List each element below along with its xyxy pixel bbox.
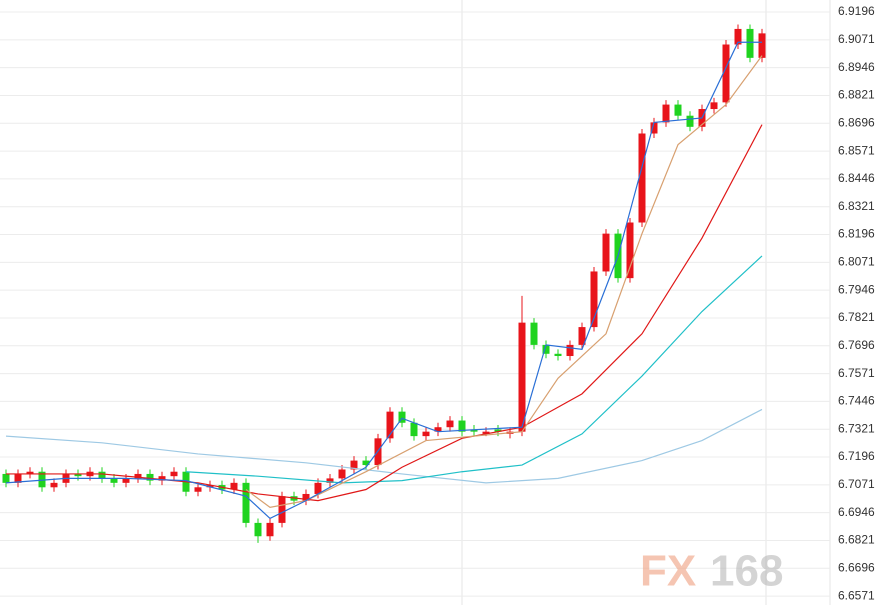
candle-body (278, 496, 286, 523)
candle-body (518, 322, 526, 432)
moving-average (245, 55, 763, 508)
candle-body (590, 271, 598, 328)
candle-body (146, 473, 154, 481)
y-tick-label: 6.9071 (838, 32, 875, 46)
candle-body (650, 122, 658, 134)
candle-body (386, 411, 394, 439)
y-tick-label: 6.7071 (838, 477, 875, 491)
candle-body (578, 327, 586, 345)
candle-body (134, 473, 142, 479)
y-tick-label: 6.8321 (838, 199, 875, 213)
candle-body (566, 344, 574, 357)
candle-body (686, 115, 694, 127)
candle-body (338, 469, 346, 479)
y-tick-label: 6.7446 (838, 394, 875, 408)
candle-body (14, 473, 22, 483)
watermark-right: 168 (710, 547, 783, 596)
y-tick-label: 6.7321 (838, 421, 875, 435)
candle-body (2, 473, 10, 483)
candle-body (350, 460, 358, 470)
candle-body (626, 222, 634, 279)
candle-body (542, 344, 550, 354)
candle-body (602, 233, 610, 272)
watermark-left: FX (640, 547, 696, 596)
candle-body (74, 473, 82, 477)
candle-body (662, 104, 670, 123)
candle-body (494, 429, 502, 432)
candle-body (674, 104, 682, 116)
y-tick-label: 6.7196 (838, 449, 875, 463)
candle-body (446, 420, 454, 428)
y-tick-label: 6.6821 (838, 533, 875, 547)
candle-body (230, 482, 238, 490)
watermark: FX 168 (640, 547, 783, 596)
candle-body (254, 522, 262, 537)
moving-average (5, 408, 763, 484)
candle-body (242, 482, 250, 523)
candle-body (530, 322, 538, 345)
y-tick-label: 6.8571 (838, 143, 875, 157)
y-tick-label: 6.6946 (838, 505, 875, 519)
y-tick-label: 6.6571 (838, 588, 875, 602)
candle-body (422, 431, 430, 437)
candle-body (410, 422, 418, 437)
candle-body (758, 33, 766, 58)
candle-body (734, 28, 742, 45)
candle-body (722, 44, 730, 103)
candle-body (98, 471, 106, 479)
candle-body (362, 460, 370, 466)
candle-body (194, 487, 202, 492)
candle-body (746, 28, 754, 58)
candle-body (314, 482, 322, 494)
candle-body (326, 478, 334, 483)
candle-body (710, 102, 718, 110)
candle-body (266, 522, 274, 537)
candle-body (110, 478, 118, 483)
candle-body (26, 471, 34, 474)
y-tick-label: 6.9196 (838, 4, 875, 18)
y-tick-label: 6.7946 (838, 282, 875, 296)
candle-body (638, 133, 646, 223)
candle-body (206, 485, 214, 488)
candle-body (302, 493, 310, 501)
y-tick-label: 6.8196 (838, 227, 875, 241)
y-tick-label: 6.8071 (838, 255, 875, 269)
candle-body (458, 420, 466, 432)
y-tick-label: 6.7571 (838, 366, 875, 380)
moving-average (6, 124, 763, 502)
y-tick-label: 6.8946 (838, 60, 875, 74)
candle-body (482, 431, 490, 434)
moving-average (5, 41, 762, 520)
candle-body (554, 353, 562, 357)
y-tick-label: 6.8446 (838, 171, 875, 185)
candle-body (398, 411, 406, 423)
candle-body (158, 476, 166, 481)
candle-body (470, 429, 478, 432)
candle-body (122, 478, 130, 483)
y-tick-label: 6.7696 (838, 338, 875, 352)
y-tick-label: 6.7821 (838, 310, 875, 324)
moving-average (185, 255, 763, 484)
candle-body (170, 471, 178, 477)
y-tick-label: 6.6696 (838, 560, 875, 574)
y-tick-label: 6.8696 (838, 115, 875, 129)
candle-body (38, 471, 46, 488)
candle-body (50, 482, 58, 488)
candle-body (434, 427, 442, 432)
y-tick-label: 6.8821 (838, 88, 875, 102)
